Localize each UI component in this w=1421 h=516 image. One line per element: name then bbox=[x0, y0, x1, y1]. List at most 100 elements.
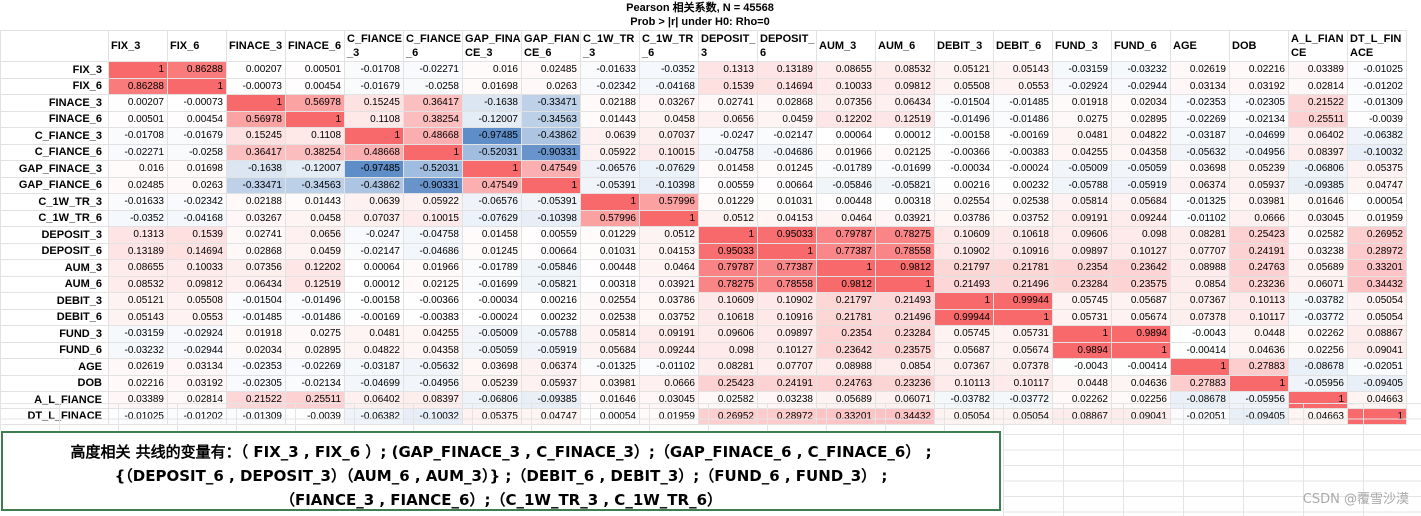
correlation-cell[interactable]: -0.0258 bbox=[403, 77, 463, 95]
correlation-cell[interactable]: 0.0553 bbox=[167, 308, 227, 326]
correlation-cell[interactable]: -0.0043 bbox=[1170, 325, 1230, 343]
row-header[interactable]: AGE bbox=[0, 358, 109, 376]
correlation-cell[interactable]: 0.0275 bbox=[1052, 110, 1112, 128]
column-header[interactable]: DEBIT_3 bbox=[934, 30, 994, 62]
correlation-cell[interactable]: 0.02538 bbox=[580, 308, 640, 326]
correlation-cell[interactable]: 0.26952 bbox=[1347, 226, 1407, 244]
correlation-cell[interactable]: -0.00366 bbox=[934, 143, 994, 161]
correlation-cell[interactable]: 0.00232 bbox=[521, 308, 581, 326]
correlation-cell[interactable]: -0.33471 bbox=[521, 94, 581, 112]
correlation-cell[interactable]: 0.05922 bbox=[403, 193, 463, 211]
correlation-cell[interactable]: -0.01789 bbox=[462, 259, 522, 277]
correlation-cell[interactable]: 0.04636 bbox=[1229, 341, 1289, 359]
correlation-cell[interactable]: -0.01699 bbox=[462, 275, 522, 293]
correlation-cell[interactable]: -0.05821 bbox=[521, 275, 581, 293]
correlation-cell[interactable]: 0.08655 bbox=[816, 61, 876, 79]
correlation-cell[interactable]: 0.07367 bbox=[1170, 292, 1230, 310]
correlation-cell[interactable]: 0.06402 bbox=[1288, 127, 1348, 145]
correlation-cell[interactable]: 0.06434 bbox=[875, 94, 935, 112]
column-header[interactable]: AUM_3 bbox=[816, 30, 876, 62]
correlation-cell[interactable]: -0.02353 bbox=[226, 358, 286, 376]
correlation-cell[interactable]: 0.02554 bbox=[580, 292, 640, 310]
correlation-cell[interactable]: 0.05684 bbox=[1111, 193, 1171, 211]
correlation-cell[interactable]: 0.02582 bbox=[1288, 226, 1348, 244]
row-header[interactable]: DEPOSIT_6 bbox=[0, 242, 109, 260]
correlation-cell[interactable]: 0.03921 bbox=[639, 275, 699, 293]
correlation-cell[interactable]: 0.02262 bbox=[1288, 325, 1348, 343]
correlation-cell[interactable]: 0.05937 bbox=[1229, 176, 1289, 194]
correlation-cell[interactable]: 0.02895 bbox=[1111, 110, 1171, 128]
correlation-cell[interactable]: 0.21797 bbox=[816, 292, 876, 310]
correlation-cell[interactable]: 0.05143 bbox=[108, 308, 168, 326]
correlation-cell[interactable]: 1 bbox=[108, 61, 168, 79]
correlation-cell[interactable]: 0.21781 bbox=[993, 259, 1053, 277]
correlation-cell[interactable]: 0.57996 bbox=[639, 193, 699, 211]
correlation-cell[interactable]: 0.07367 bbox=[934, 358, 994, 376]
correlation-cell[interactable]: 0.00559 bbox=[698, 176, 758, 194]
correlation-cell[interactable]: 0.0448 bbox=[1052, 374, 1112, 392]
correlation-cell[interactable]: 0.02619 bbox=[108, 358, 168, 376]
correlation-cell[interactable]: 0.09812 bbox=[167, 275, 227, 293]
correlation-cell[interactable]: -0.12007 bbox=[462, 110, 522, 128]
correlation-cell[interactable]: 0.06434 bbox=[226, 275, 286, 293]
correlation-cell[interactable]: -0.05919 bbox=[521, 341, 581, 359]
correlation-cell[interactable]: 0.01458 bbox=[462, 226, 522, 244]
correlation-cell[interactable]: 0.10618 bbox=[993, 226, 1053, 244]
correlation-cell[interactable]: -0.01679 bbox=[344, 77, 404, 95]
correlation-cell[interactable]: 1 bbox=[167, 77, 227, 95]
correlation-cell[interactable]: 0.03192 bbox=[1229, 77, 1289, 95]
correlation-cell[interactable]: 0.02216 bbox=[1229, 61, 1289, 79]
correlation-cell[interactable]: 1 bbox=[1052, 325, 1112, 343]
correlation-cell[interactable]: 0.24763 bbox=[816, 374, 876, 392]
correlation-cell[interactable]: 0.08281 bbox=[698, 358, 758, 376]
correlation-cell[interactable]: -0.02924 bbox=[167, 325, 227, 343]
correlation-cell[interactable]: 0.12519 bbox=[285, 275, 345, 293]
correlation-cell[interactable]: 0.05745 bbox=[1052, 292, 1112, 310]
correlation-cell[interactable]: 0.02485 bbox=[521, 61, 581, 79]
correlation-cell[interactable]: 0.00064 bbox=[816, 127, 876, 145]
correlation-cell[interactable]: 0.03238 bbox=[1288, 242, 1348, 260]
correlation-cell[interactable]: -0.02353 bbox=[1170, 94, 1230, 112]
correlation-cell[interactable]: -0.01486 bbox=[285, 308, 345, 326]
correlation-cell[interactable]: -0.02271 bbox=[403, 61, 463, 79]
column-header[interactable]: C_FIANCE_6 bbox=[403, 30, 463, 62]
correlation-cell[interactable]: -0.05919 bbox=[1111, 176, 1171, 194]
correlation-cell[interactable]: -0.01504 bbox=[934, 94, 994, 112]
correlation-cell[interactable]: 0.02814 bbox=[1288, 77, 1348, 95]
correlation-cell[interactable]: -0.01485 bbox=[993, 94, 1053, 112]
column-header[interactable]: DT_L_FINACE bbox=[1347, 30, 1407, 62]
correlation-cell[interactable]: 0.02895 bbox=[285, 341, 345, 359]
correlation-cell[interactable]: 0.1539 bbox=[698, 77, 758, 95]
correlation-cell[interactable]: 0.01245 bbox=[757, 160, 817, 178]
correlation-cell[interactable]: 0.01245 bbox=[462, 242, 522, 260]
correlation-cell[interactable]: 0.0263 bbox=[167, 176, 227, 194]
correlation-cell[interactable]: 0.0656 bbox=[285, 226, 345, 244]
correlation-cell[interactable]: 1 bbox=[993, 308, 1053, 326]
correlation-cell[interactable]: 0.01443 bbox=[580, 110, 640, 128]
correlation-cell[interactable]: -0.00158 bbox=[344, 292, 404, 310]
correlation-cell[interactable]: 0.21797 bbox=[934, 259, 994, 277]
column-header[interactable]: AGE bbox=[1170, 30, 1230, 62]
correlation-cell[interactable]: -0.00169 bbox=[344, 308, 404, 326]
correlation-cell[interactable]: 0.27883 bbox=[1170, 374, 1230, 392]
correlation-cell[interactable]: -0.33471 bbox=[226, 176, 286, 194]
correlation-cell[interactable]: 0.01031 bbox=[580, 242, 640, 260]
row-header[interactable]: DEBIT_6 bbox=[0, 308, 109, 326]
correlation-cell[interactable]: 0.10117 bbox=[1229, 308, 1289, 326]
correlation-cell[interactable]: 0.07356 bbox=[226, 259, 286, 277]
correlation-cell[interactable]: -0.03187 bbox=[344, 358, 404, 376]
correlation-cell[interactable]: 0.09897 bbox=[757, 325, 817, 343]
correlation-cell[interactable]: -0.03159 bbox=[1052, 61, 1112, 79]
correlation-cell[interactable]: -0.05788 bbox=[521, 325, 581, 343]
correlation-cell[interactable]: 0.02188 bbox=[580, 94, 640, 112]
correlation-cell[interactable]: 0.0464 bbox=[816, 209, 876, 227]
correlation-cell[interactable]: -0.01025 bbox=[1347, 61, 1407, 79]
row-header[interactable]: FINACE_3 bbox=[0, 94, 109, 112]
correlation-cell[interactable]: 0.03921 bbox=[875, 209, 935, 227]
column-header[interactable]: FINACE_3 bbox=[226, 30, 286, 62]
correlation-cell[interactable]: 0.03981 bbox=[580, 374, 640, 392]
row-header[interactable]: FINACE_6 bbox=[0, 110, 109, 128]
row-header[interactable]: C_1W_TR_3 bbox=[0, 193, 109, 211]
correlation-cell[interactable]: -0.05821 bbox=[875, 176, 935, 194]
correlation-cell[interactable]: -0.06576 bbox=[580, 160, 640, 178]
